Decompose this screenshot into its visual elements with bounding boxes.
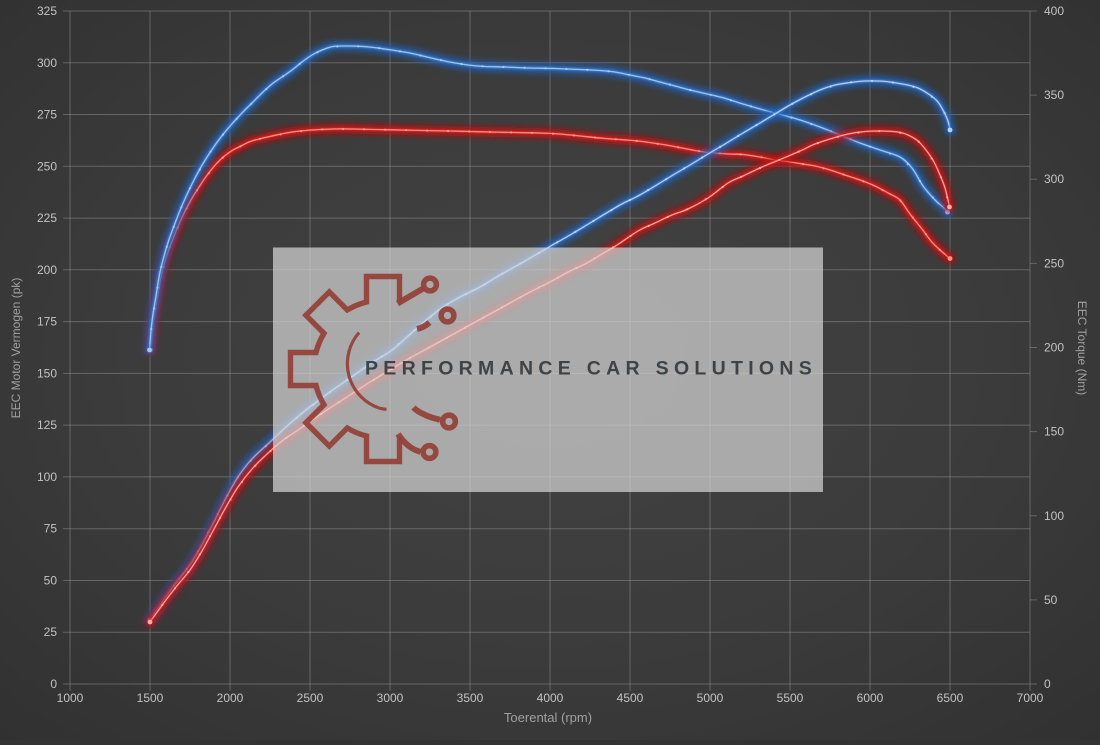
svg-text:4000: 4000 <box>537 691 564 705</box>
svg-text:6000: 6000 <box>857 691 884 705</box>
svg-text:3500: 3500 <box>457 691 484 705</box>
svg-text:100: 100 <box>1044 509 1064 523</box>
svg-text:175: 175 <box>37 315 57 329</box>
svg-text:EEC Motor Vermogen (pk): EEC Motor Vermogen (pk) <box>9 278 23 419</box>
svg-text:EEC Torque (Nm): EEC Torque (Nm) <box>1075 301 1089 395</box>
svg-text:PERFORMANCE CAR SOLUTIONS: PERFORMANCE CAR SOLUTIONS <box>365 358 817 380</box>
svg-text:400: 400 <box>1044 4 1064 18</box>
svg-text:75: 75 <box>44 522 58 536</box>
svg-text:25: 25 <box>44 625 58 639</box>
svg-text:3000: 3000 <box>377 691 404 705</box>
svg-text:6500: 6500 <box>937 691 964 705</box>
svg-text:1500: 1500 <box>137 691 164 705</box>
svg-text:0: 0 <box>1044 677 1051 691</box>
svg-text:350: 350 <box>1044 88 1064 102</box>
svg-text:100: 100 <box>37 470 57 484</box>
svg-text:2000: 2000 <box>217 691 244 705</box>
svg-text:200: 200 <box>1044 341 1064 355</box>
svg-text:250: 250 <box>1044 256 1064 270</box>
svg-text:0: 0 <box>50 677 57 691</box>
svg-text:1000: 1000 <box>57 691 84 705</box>
svg-text:150: 150 <box>1044 425 1064 439</box>
svg-text:4500: 4500 <box>617 691 644 705</box>
svg-text:275: 275 <box>37 108 57 122</box>
svg-text:250: 250 <box>37 159 57 173</box>
svg-text:50: 50 <box>44 574 58 588</box>
svg-text:200: 200 <box>37 263 57 277</box>
svg-text:325: 325 <box>37 4 57 18</box>
svg-text:2500: 2500 <box>297 691 324 705</box>
svg-text:50: 50 <box>1044 593 1058 607</box>
svg-text:300: 300 <box>1044 172 1064 186</box>
svg-text:Toerental (rpm): Toerental (rpm) <box>504 710 592 725</box>
svg-text:5000: 5000 <box>697 691 724 705</box>
svg-text:225: 225 <box>37 211 57 225</box>
svg-text:125: 125 <box>37 418 57 432</box>
svg-text:5500: 5500 <box>777 691 804 705</box>
svg-text:300: 300 <box>37 56 57 70</box>
svg-text:7000: 7000 <box>1017 691 1044 705</box>
svg-text:150: 150 <box>37 366 57 380</box>
